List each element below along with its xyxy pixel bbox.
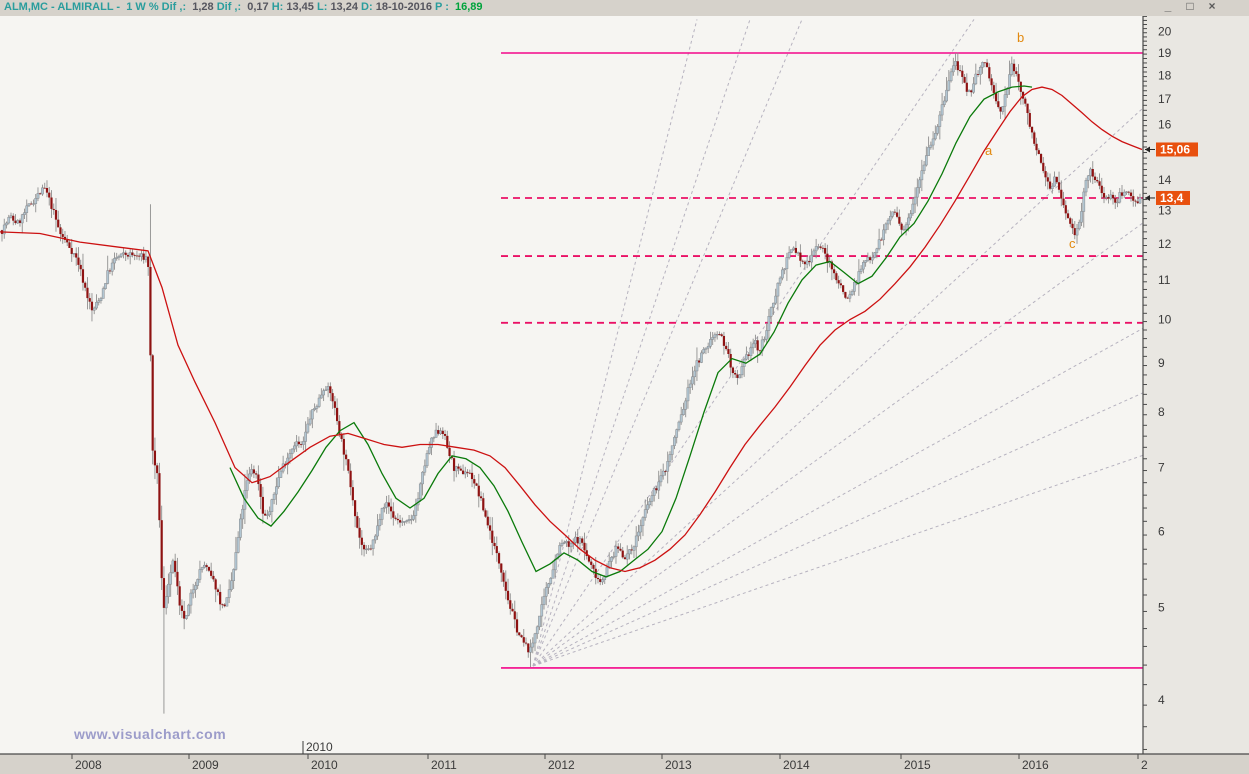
quote-part-6: H:	[271, 1, 287, 13]
year-label-2: 2	[1141, 758, 1148, 772]
price-label-10: 10	[1158, 312, 1172, 326]
price-axis[interactable]: 2019181716151413121110987654	[1143, 15, 1172, 750]
wave-label-b: b	[1017, 30, 1024, 45]
quote-part-2: % Dif ,:	[148, 1, 193, 13]
price-label-18: 18	[1158, 68, 1172, 82]
price-label-9: 9	[1158, 356, 1165, 370]
quote-part-7: 13,45	[286, 1, 317, 13]
price-label-16: 16	[1158, 117, 1172, 131]
year-label-2013: 2013	[665, 758, 692, 772]
price-label-8: 8	[1158, 405, 1165, 419]
minimize-button[interactable]: _	[1164, 0, 1172, 13]
quote-header: ALM,MC - ALMIRALL - 1 W % Dif ,: 1,28 Di…	[4, 0, 483, 16]
maximize-button[interactable]: □	[1186, 0, 1194, 13]
quote-part-3: 1,28	[192, 1, 217, 13]
price-label-12: 12	[1158, 237, 1172, 251]
price-label-17: 17	[1158, 92, 1172, 106]
green-ma-line	[229, 85, 1033, 578]
price-label-11: 11	[1158, 273, 1171, 287]
plot-layer	[0, 19, 1143, 714]
close-button[interactable]: ×	[1208, 0, 1216, 13]
year-label-2014: 2014	[783, 758, 810, 772]
price-label-14: 14	[1158, 173, 1172, 187]
price-label-7: 7	[1158, 461, 1165, 475]
quote-part-11: 18-10-2016	[375, 1, 436, 13]
year-label-2015: 2015	[904, 758, 931, 772]
watermark: www.visualchart.com	[74, 726, 227, 742]
quote-part-1: 1 W	[126, 1, 149, 13]
price-tag-13_4: 13,4	[1145, 190, 1190, 205]
fan-line-2	[532, 19, 803, 667]
price-label-20: 20	[1158, 25, 1172, 39]
price-label-4: 4	[1158, 693, 1165, 707]
year-label-2010: 2010	[311, 758, 338, 772]
quote-part-10: D:	[361, 1, 376, 13]
horizontal-lines-layer	[501, 52, 1143, 669]
quote-part-0: ALM,MC - ALMIRALL -	[4, 1, 127, 13]
time-axis[interactable]: 2008 2009 2010 2011 2012 2013 2014 2015 2016 2	[71, 754, 1148, 772]
wave-label-a: a	[985, 143, 993, 158]
quote-part-4: Dif ,:	[216, 1, 248, 13]
inner-year-marker-label: 2010	[306, 740, 333, 754]
quote-part-9: 13,24	[330, 1, 362, 13]
price-label-6: 6	[1158, 525, 1165, 539]
svg-text:13,4: 13,4	[1160, 191, 1184, 205]
year-label-2012: 2012	[548, 758, 575, 772]
price-label-13: 13	[1158, 204, 1172, 218]
price-axis-panel	[1143, 15, 1249, 754]
year-label-2016: 2016	[1022, 758, 1049, 772]
candles-layer	[0, 52, 1142, 714]
window-controls: _ □ ×	[1161, 0, 1219, 14]
quote-part-8: L:	[316, 1, 331, 13]
price-label-5: 5	[1158, 600, 1165, 614]
price-tag-15_06: 15,06	[1145, 142, 1198, 157]
title-bar: ALM,MC - ALMIRALL - 1 W % Dif ,: 1,28 Di…	[0, 0, 1249, 16]
quote-part-13: 16,89	[455, 1, 483, 13]
year-label-2008: 2008	[75, 758, 102, 772]
red-ma-line	[0, 86, 1143, 573]
plot-background	[0, 15, 1143, 754]
quote-part-12: P :	[435, 1, 456, 13]
wave-label-c: c	[1069, 236, 1076, 251]
quote-part-5: 0,17	[247, 1, 272, 13]
year-label-2009: 2009	[192, 758, 219, 772]
fan-line-6	[532, 327, 1143, 667]
svg-text:15,06: 15,06	[1160, 142, 1190, 156]
price-label-19: 19	[1158, 46, 1172, 60]
year-label-2011: 2011	[431, 758, 457, 772]
